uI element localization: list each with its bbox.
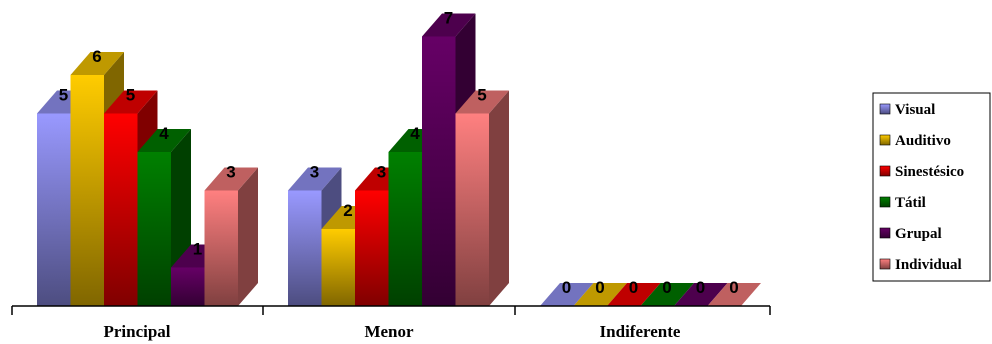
bar: 5 [455, 86, 509, 306]
bar-top [674, 283, 728, 306]
bar-front [104, 113, 138, 306]
category-label: Indiferente [600, 322, 681, 341]
bar-top [455, 90, 509, 114]
bar-front [388, 152, 422, 306]
bar-front [288, 190, 322, 306]
bar-front [422, 36, 456, 306]
legend-box [872, 92, 991, 282]
data-label: 0 [662, 278, 671, 297]
bar-front [37, 113, 71, 306]
data-label: 2 [343, 201, 352, 220]
bar-top [204, 167, 258, 191]
bar: 0 [707, 278, 761, 306]
legend-swatch [879, 134, 891, 146]
bar: 0 [674, 278, 728, 306]
data-label: 4 [410, 124, 420, 143]
bar: 0 [640, 278, 694, 306]
legend: Visual Auditivo Sinestésico Tátil Grupal Indi… [872, 92, 991, 282]
bar: 3 [204, 163, 258, 306]
data-label: 1 [193, 240, 202, 259]
data-label: 3 [310, 163, 319, 182]
legend-item: Grupal [879, 226, 942, 242]
x-axis-ticks [11, 306, 771, 315]
legend-label: Tátil [895, 195, 926, 211]
legend-label: Sinestésico [895, 164, 964, 180]
legend-swatch [879, 258, 891, 270]
bar: 0 [573, 278, 627, 306]
bars-group: 5 6 5 4 1 3 3 2 3 4 7 5 0 0 0 0 0 0 [37, 9, 761, 306]
data-label: 5 [59, 86, 68, 105]
legend-item: Individual [879, 257, 962, 273]
bar-front [455, 113, 489, 306]
bar-top [70, 52, 124, 75]
data-label: 0 [629, 278, 638, 297]
bar-top [573, 283, 627, 306]
bar-top [137, 129, 191, 152]
data-label: 7 [444, 9, 453, 28]
bar-front [355, 190, 389, 306]
bar-front [321, 229, 355, 306]
category-label: Menor [364, 322, 414, 341]
legend-label: Visual [895, 102, 935, 118]
category-labels: Principal Menor Indiferente [103, 322, 680, 341]
bar-top [707, 283, 761, 306]
bar-top [607, 283, 661, 306]
bar-front [137, 152, 171, 306]
data-label: 3 [226, 163, 235, 182]
data-label: 0 [729, 278, 738, 297]
legend-swatch [879, 103, 891, 115]
legend-swatch [879, 165, 891, 177]
legend-label: Auditivo [895, 133, 951, 149]
bar: 0 [607, 278, 661, 306]
legend-label: Individual [895, 257, 962, 273]
legend-item: Visual [879, 102, 935, 118]
data-label: 3 [377, 163, 386, 182]
bar-front [171, 267, 205, 306]
bar-top [540, 283, 594, 306]
legend-label: Grupal [895, 226, 942, 242]
data-label: 5 [477, 86, 486, 105]
bar-top [288, 167, 342, 191]
bar-top [104, 90, 158, 114]
bar-top [422, 13, 476, 37]
legend-swatch [879, 227, 891, 239]
bar: 0 [540, 278, 594, 306]
bar-front [70, 75, 104, 306]
legend-swatch [879, 196, 891, 208]
legend-item: Tátil [879, 195, 926, 211]
legend-item: Auditivo [879, 133, 951, 149]
data-label: 4 [159, 124, 169, 143]
category-label: Principal [103, 322, 170, 341]
data-label: 0 [562, 278, 571, 297]
data-label: 0 [696, 278, 705, 297]
bar-front [204, 190, 238, 306]
legend-item: Sinestésico [879, 164, 964, 180]
data-label: 0 [595, 278, 604, 297]
bar-side [238, 167, 258, 306]
data-label: 6 [92, 47, 101, 66]
data-label: 5 [126, 86, 135, 105]
bar-top [640, 283, 694, 306]
bar-side [489, 90, 509, 306]
